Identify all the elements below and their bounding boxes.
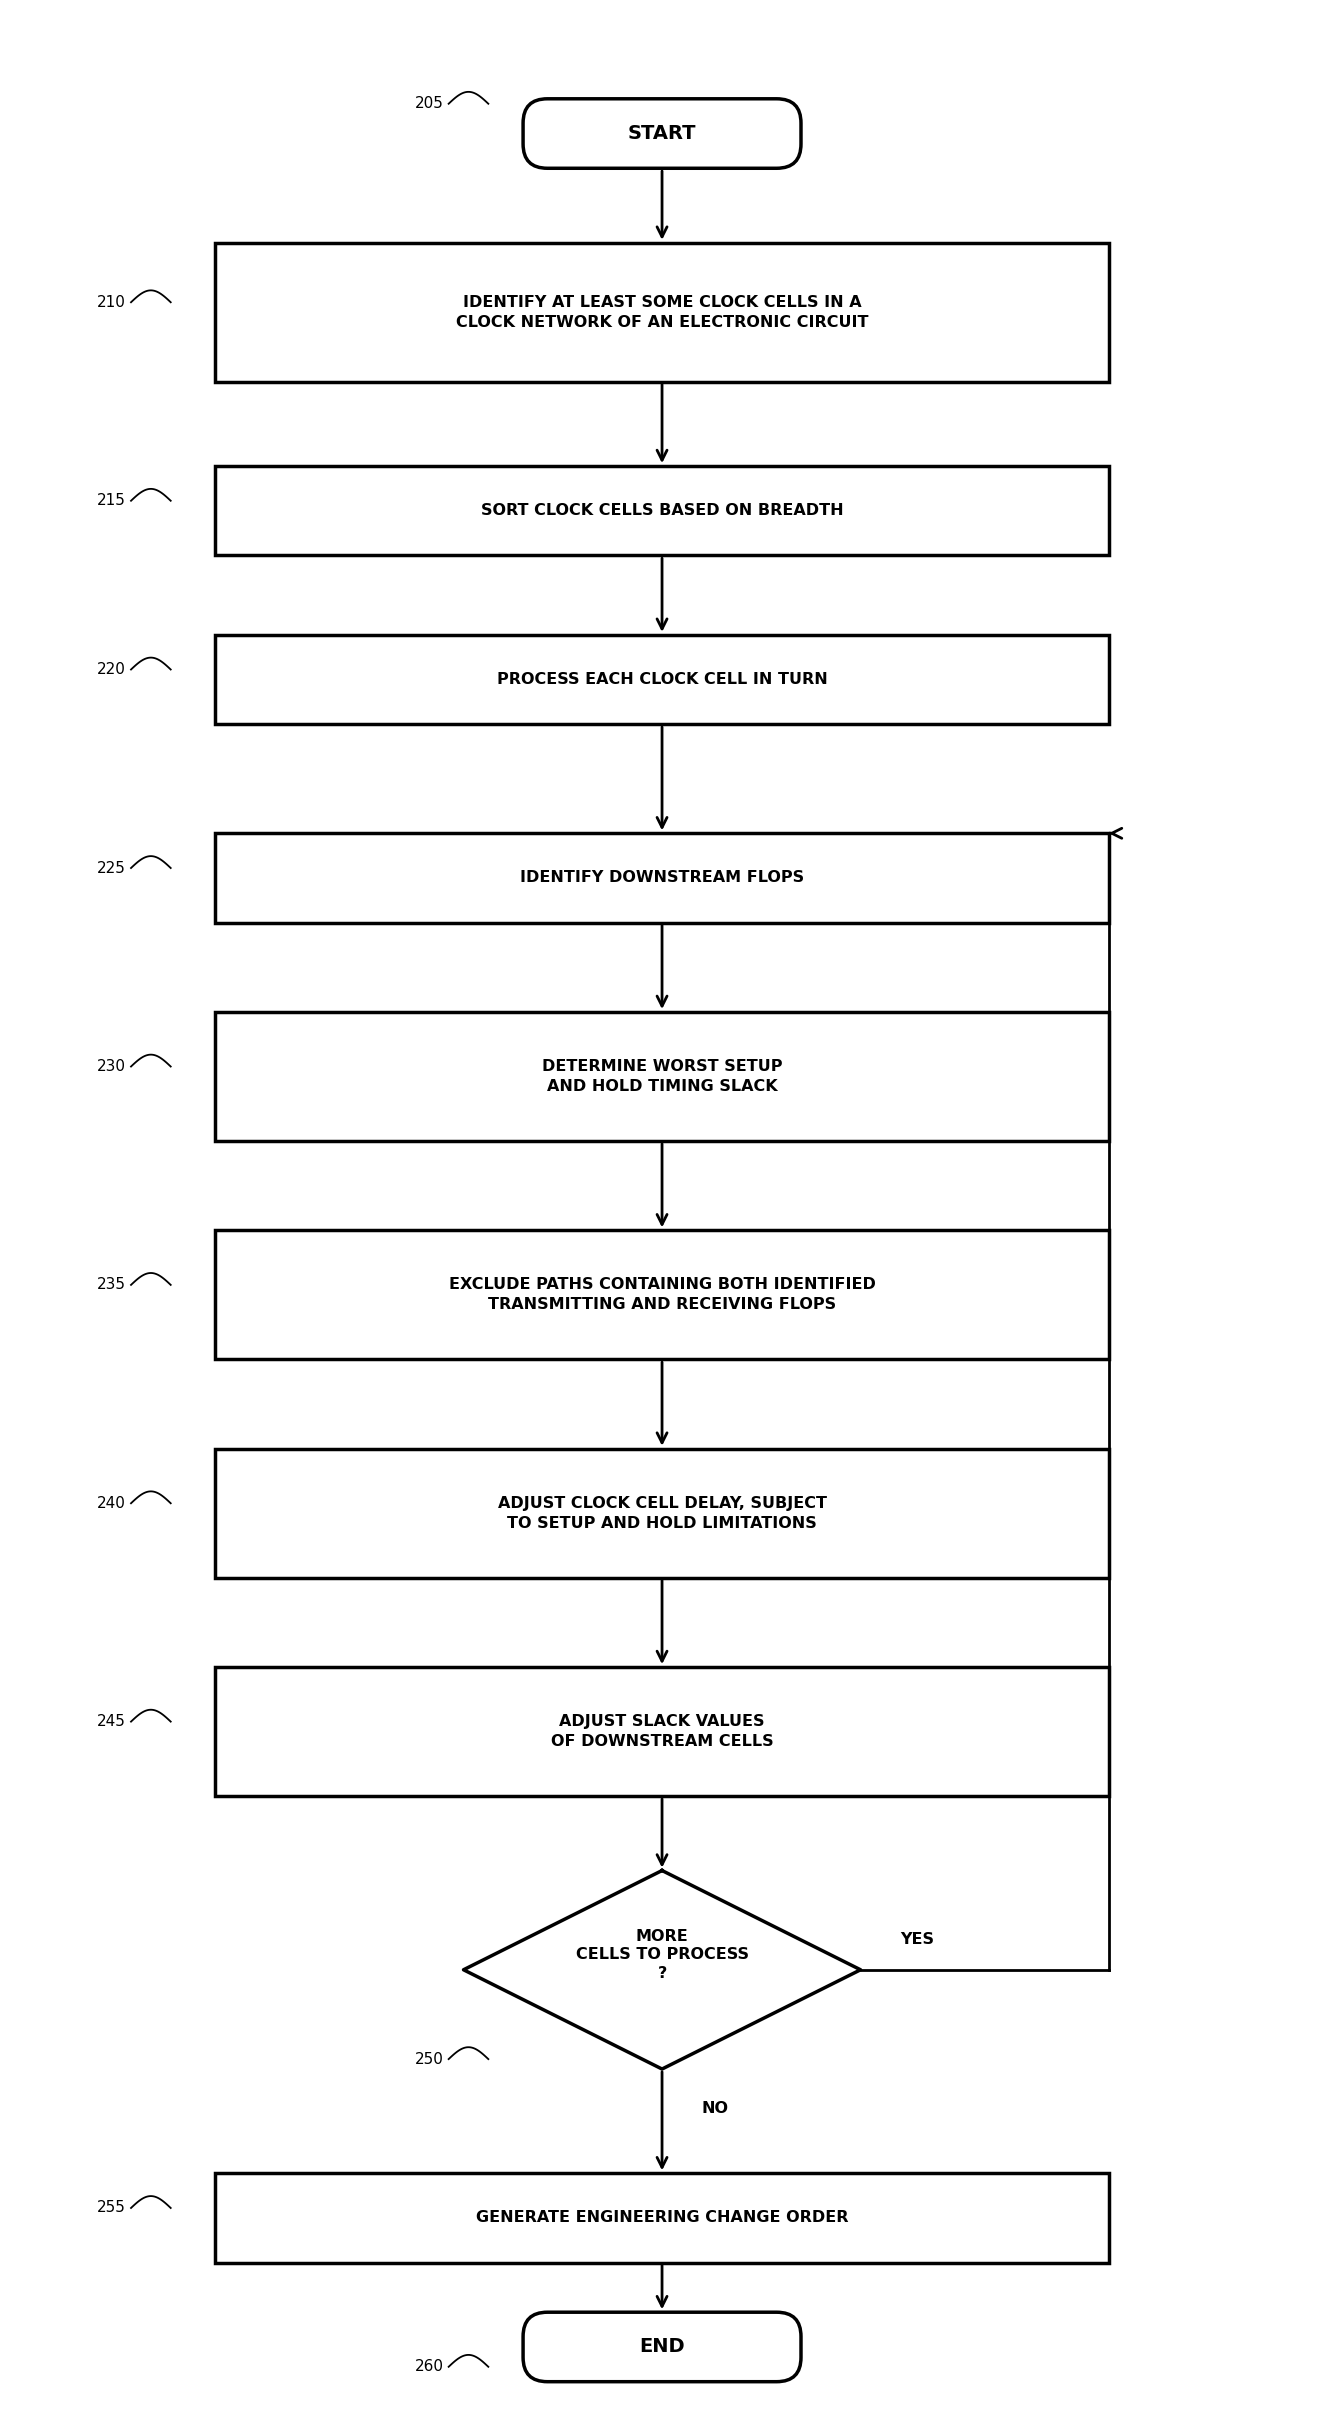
- Text: 220: 220: [97, 663, 125, 677]
- Text: 225: 225: [97, 861, 125, 875]
- Text: 255: 255: [97, 2201, 125, 2216]
- Text: 240: 240: [97, 1495, 125, 1512]
- FancyBboxPatch shape: [215, 1013, 1109, 1140]
- FancyBboxPatch shape: [215, 2172, 1109, 2262]
- Text: YES: YES: [900, 1934, 934, 1948]
- FancyBboxPatch shape: [215, 634, 1109, 723]
- Text: START: START: [628, 123, 696, 142]
- Text: MORE
CELLS TO PROCESS
?: MORE CELLS TO PROCESS ?: [575, 1929, 748, 1982]
- FancyBboxPatch shape: [523, 99, 800, 169]
- Text: ADJUST CLOCK CELL DELAY, SUBJECT
TO SETUP AND HOLD LIMITATIONS: ADJUST CLOCK CELL DELAY, SUBJECT TO SETU…: [498, 1495, 827, 1531]
- Text: 235: 235: [97, 1278, 125, 1292]
- Text: 245: 245: [97, 1714, 125, 1729]
- FancyBboxPatch shape: [215, 1230, 1109, 1360]
- Text: 230: 230: [97, 1058, 125, 1073]
- Text: 250: 250: [415, 2052, 444, 2066]
- FancyBboxPatch shape: [215, 465, 1109, 555]
- FancyBboxPatch shape: [215, 1449, 1109, 1577]
- FancyBboxPatch shape: [215, 244, 1109, 381]
- FancyBboxPatch shape: [215, 834, 1109, 923]
- Text: EXCLUDE PATHS CONTAINING BOTH IDENTIFIED
TRANSMITTING AND RECEIVING FLOPS: EXCLUDE PATHS CONTAINING BOTH IDENTIFIED…: [448, 1278, 875, 1312]
- Text: DETERMINE WORST SETUP
AND HOLD TIMING SLACK: DETERMINE WORST SETUP AND HOLD TIMING SL…: [542, 1058, 782, 1095]
- Text: GENERATE ENGINEERING CHANGE ORDER: GENERATE ENGINEERING CHANGE ORDER: [476, 2211, 848, 2225]
- Text: 205: 205: [415, 96, 444, 111]
- Text: IDENTIFY DOWNSTREAM FLOPS: IDENTIFY DOWNSTREAM FLOPS: [520, 870, 804, 885]
- Text: IDENTIFY AT LEAST SOME CLOCK CELLS IN A
CLOCK NETWORK OF AN ELECTRONIC CIRCUIT: IDENTIFY AT LEAST SOME CLOCK CELLS IN A …: [456, 294, 868, 330]
- FancyBboxPatch shape: [215, 1666, 1109, 1796]
- Text: 260: 260: [415, 2360, 444, 2375]
- Text: NO: NO: [702, 2102, 728, 2117]
- Text: 210: 210: [97, 294, 125, 309]
- Text: ADJUST SLACK VALUES
OF DOWNSTREAM CELLS: ADJUST SLACK VALUES OF DOWNSTREAM CELLS: [551, 1714, 774, 1748]
- Text: END: END: [639, 2336, 684, 2356]
- Polygon shape: [463, 1871, 860, 2069]
- Text: PROCESS EACH CLOCK CELL IN TURN: PROCESS EACH CLOCK CELL IN TURN: [496, 673, 827, 687]
- Text: SORT CLOCK CELLS BASED ON BREADTH: SORT CLOCK CELLS BASED ON BREADTH: [480, 504, 843, 518]
- FancyBboxPatch shape: [523, 2312, 800, 2382]
- Text: 215: 215: [97, 494, 125, 509]
